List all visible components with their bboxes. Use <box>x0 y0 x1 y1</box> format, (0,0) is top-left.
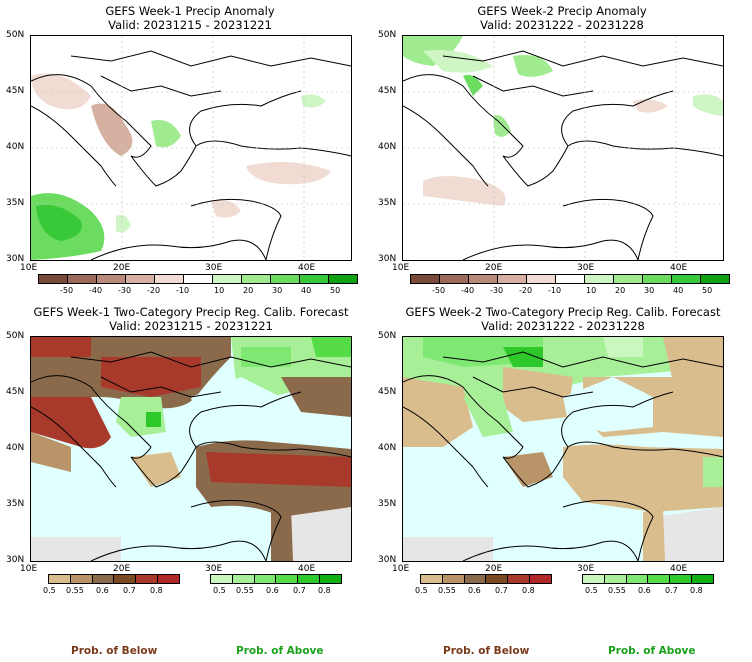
panel4-title: GEFS Week-2 Two-Category Precip Reg. Cal… <box>405 305 721 319</box>
p4-below-lab: 0.55 <box>438 586 456 595</box>
p4-lon-40: 40E <box>670 564 688 574</box>
p1-lat-45: 45N <box>6 86 25 96</box>
p4-above-lab: 0.8 <box>690 586 703 595</box>
p4-lon-10: 10E <box>392 564 410 574</box>
p1-cb-lab: -30 <box>118 286 132 295</box>
p1-cb-lab: 30 <box>272 286 283 295</box>
p2-cb-lab: 40 <box>673 286 684 295</box>
p1-lon-40: 40E <box>298 263 316 273</box>
p1-cb-lab: 20 <box>243 286 254 295</box>
p1-cb-lab: -10 <box>176 286 190 295</box>
p1-cb-lab: -50 <box>60 286 74 295</box>
p1-lon-10: 10E <box>20 263 38 273</box>
panel1-valid: Valid: 20231215 - 20231221 <box>108 18 272 32</box>
p1-lat-35: 35N <box>6 198 25 208</box>
p3-prob-below-label: Prob. of Below <box>71 645 158 657</box>
p3-lon-10: 10E <box>20 564 38 574</box>
p3-above-lab: 0.5 <box>213 586 226 595</box>
p3-prob-above-label: Prob. of Above <box>236 645 324 657</box>
p3-lat-40: 40N <box>6 443 25 453</box>
p3-lat-45: 45N <box>6 387 25 397</box>
p2-lon-20: 20E <box>485 263 503 273</box>
p4-lat-45: 45N <box>378 387 397 397</box>
p1-cb-lab: -40 <box>89 286 103 295</box>
p3-above-lab: 0.7 <box>293 586 306 595</box>
p3-below-lab: 0.7 <box>123 586 136 595</box>
p3-lat-50: 50N <box>6 331 25 341</box>
p3-lon-40: 40E <box>298 564 316 574</box>
p3-above-colorbar <box>210 574 342 584</box>
p4-below-lab: 0.8 <box>522 586 535 595</box>
p4-below-lab: 0.7 <box>495 586 508 595</box>
p2-lat-50: 50N <box>378 30 397 40</box>
p1-lon-30: 30E <box>205 263 223 273</box>
p4-above-lab: 0.55 <box>608 586 626 595</box>
p3-above-lab: 0.8 <box>318 586 331 595</box>
p2-lon-30: 30E <box>577 263 595 273</box>
map-panel2 <box>402 35 724 261</box>
panel4-valid: Valid: 20231222 - 20231228 <box>481 319 645 333</box>
panel2-title: GEFS Week-2 Precip Anomaly <box>477 4 647 18</box>
map-panel3 <box>30 336 352 562</box>
p3-above-lab: 0.6 <box>266 586 279 595</box>
p2-anomaly-colorbar <box>410 274 730 284</box>
p1-lat-50: 50N <box>6 30 25 40</box>
p3-lon-30: 30E <box>205 564 223 574</box>
p2-lon-10: 10E <box>392 263 410 273</box>
p1-cb-lab: 10 <box>214 286 225 295</box>
panel2-valid: Valid: 20231222 - 20231228 <box>480 18 644 32</box>
p4-prob-above-label: Prob. of Above <box>608 645 696 657</box>
panel3-valid: Valid: 20231215 - 20231221 <box>109 319 273 333</box>
p1-lat-40: 40N <box>6 142 25 152</box>
p2-lat-40: 40N <box>378 142 397 152</box>
p4-below-lab: 0.6 <box>468 586 481 595</box>
panel1-title: GEFS Week-1 Precip Anomaly <box>105 4 275 18</box>
p4-lat-35: 35N <box>378 499 397 509</box>
p2-cb-lab: -50 <box>432 286 446 295</box>
p4-above-colorbar <box>582 574 714 584</box>
p1-cb-lab: 40 <box>301 286 312 295</box>
map-panel1 <box>30 35 352 261</box>
p3-below-colorbar <box>48 574 180 584</box>
p4-lat-30: 30N <box>378 555 397 565</box>
p3-lon-20: 20E <box>113 564 131 574</box>
p3-below-lab: 0.55 <box>66 586 84 595</box>
p3-lat-35: 35N <box>6 499 25 509</box>
p1-lon-20: 20E <box>113 263 131 273</box>
p3-above-lab: 0.55 <box>236 586 254 595</box>
p2-cb-lab: 50 <box>702 286 713 295</box>
p2-lat-45: 45N <box>378 86 397 96</box>
p3-below-lab: 0.5 <box>43 586 56 595</box>
p2-cb-lab: -40 <box>461 286 475 295</box>
p2-cb-lab: -10 <box>548 286 562 295</box>
p2-cb-lab: 20 <box>615 286 626 295</box>
panel3-title: GEFS Week-1 Two-Category Precip Reg. Cal… <box>33 305 349 319</box>
p3-below-lab: 0.8 <box>150 586 163 595</box>
p2-cb-lab: 10 <box>586 286 597 295</box>
p2-lat-30: 30N <box>378 254 397 264</box>
p3-lat-30: 30N <box>6 555 25 565</box>
p4-lat-40: 40N <box>378 443 397 453</box>
p2-cb-lab: 30 <box>644 286 655 295</box>
map-panel4 <box>402 336 724 562</box>
p4-below-lab: 0.5 <box>415 586 428 595</box>
p4-lon-30: 30E <box>577 564 595 574</box>
p4-above-lab: 0.7 <box>665 586 678 595</box>
coastlines <box>31 50 351 260</box>
p1-cb-lab: -20 <box>147 286 161 295</box>
p1-cb-lab: 50 <box>330 286 341 295</box>
p1-anomaly-colorbar <box>38 274 358 284</box>
p2-lon-40: 40E <box>670 263 688 273</box>
p2-cb-lab: -20 <box>519 286 533 295</box>
p2-lat-35: 35N <box>378 198 397 208</box>
p3-below-lab: 0.6 <box>96 586 109 595</box>
p4-above-lab: 0.5 <box>585 586 598 595</box>
p2-cb-lab: -30 <box>490 286 504 295</box>
p4-above-lab: 0.6 <box>638 586 651 595</box>
p4-lon-20: 20E <box>485 564 503 574</box>
p4-prob-below-label: Prob. of Below <box>443 645 530 657</box>
p1-lat-30: 30N <box>6 254 25 264</box>
p4-lat-50: 50N <box>378 331 397 341</box>
p4-below-colorbar <box>420 574 552 584</box>
